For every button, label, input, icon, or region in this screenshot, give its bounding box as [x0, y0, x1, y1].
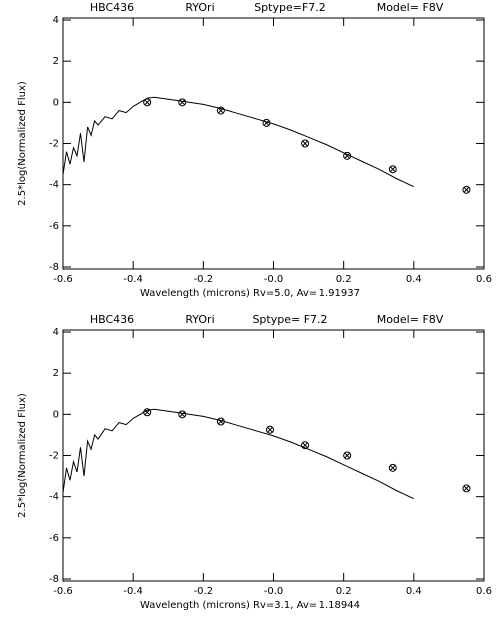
- plot-frame: [62, 329, 485, 582]
- title-part: RYOri: [185, 313, 214, 326]
- marker-cross: [218, 107, 224, 114]
- photometry-point: [388, 463, 397, 472]
- photometry-point: [262, 118, 271, 127]
- title-part: RYOri: [185, 1, 214, 14]
- marker-cross: [302, 442, 308, 448]
- x-tick-label: 0.4: [406, 586, 422, 597]
- marker-circle: [388, 165, 397, 174]
- marker-circle: [301, 441, 310, 450]
- y-tick-label: -4: [49, 180, 59, 191]
- x-axis-label-value: 1.18944: [319, 600, 360, 611]
- marker-cross: [144, 99, 150, 106]
- plot-frame: [62, 17, 485, 270]
- title-part: Sptype=F7.2: [254, 1, 326, 14]
- marker-circle: [301, 139, 310, 148]
- title-part: Model= F8V: [377, 313, 444, 326]
- y-tick-label: 0: [53, 97, 59, 108]
- x-tick-label: 0.6: [476, 274, 492, 285]
- marker-cross: [179, 99, 186, 106]
- marker-circle: [143, 98, 152, 107]
- y-tick-label: 4: [53, 15, 59, 26]
- photometry-point: [462, 185, 471, 194]
- spectrum-line: [62, 408, 415, 500]
- marker-circle: [388, 463, 397, 472]
- photometry-point: [343, 451, 352, 460]
- title-part: Sptype= F7.2: [252, 313, 327, 326]
- y-tick-label: 2: [53, 368, 59, 379]
- photometry-point: [178, 98, 187, 107]
- photometry-point: [301, 139, 310, 148]
- marker-cross: [263, 120, 270, 126]
- photometry-point: [462, 484, 471, 493]
- marker-cross: [144, 409, 150, 416]
- photometry-point: [343, 151, 352, 160]
- marker-circle: [343, 451, 352, 460]
- x-axis-label-value: 1.91937: [319, 288, 360, 299]
- marker-circle: [178, 98, 187, 107]
- x-tick-label: -0.2: [194, 586, 214, 597]
- y-tick-label: -8: [49, 574, 59, 585]
- marker-circle: [265, 425, 274, 434]
- marker-circle: [462, 185, 471, 194]
- x-tick-label: -0.6: [53, 274, 73, 285]
- marker-cross: [390, 465, 396, 471]
- marker-cross: [390, 166, 396, 172]
- title-part: HBC436: [90, 1, 134, 14]
- x-tick-label: -0.0: [264, 274, 284, 285]
- y-tick-label: -2: [49, 139, 59, 150]
- y-tick-label: -2: [49, 451, 59, 462]
- x-tick-label: 0.2: [336, 274, 352, 285]
- x-axis-label: Wavelength (microns) Rv=5.0, Av=: [140, 288, 317, 299]
- marker-circle: [178, 410, 187, 419]
- x-tick-label: -0.6: [53, 586, 73, 597]
- marker-circle: [343, 151, 352, 160]
- photometry-point: [143, 98, 152, 107]
- marker-cross: [344, 452, 350, 459]
- y-tick-label: -6: [49, 533, 59, 544]
- spectrum-line: [62, 96, 415, 188]
- marker-circle: [216, 106, 225, 115]
- x-tick-label: 0.4: [406, 274, 422, 285]
- marker-cross: [267, 427, 273, 433]
- y-axis-label: 2.5*log(Normalized Flux): [17, 393, 28, 518]
- y-tick-label: -4: [49, 492, 59, 503]
- photometry-point: [216, 106, 225, 115]
- x-tick-label: 0.6: [476, 586, 492, 597]
- y-axis-label: 2.5*log(Normalized Flux): [17, 81, 28, 206]
- x-tick-label: -0.0: [264, 586, 284, 597]
- marker-cross: [302, 140, 308, 147]
- y-tick-label: 4: [53, 327, 59, 338]
- x-tick-label: 0.2: [336, 586, 352, 597]
- title-part: Model= F8V: [377, 1, 444, 14]
- marker-cross: [463, 187, 470, 193]
- marker-circle: [462, 484, 471, 493]
- marker-circle: [143, 408, 152, 417]
- marker-cross: [179, 411, 186, 418]
- photometry-point: [178, 410, 187, 419]
- x-axis-label: Wavelength (microns) Rv=3.1, Av=: [140, 600, 317, 611]
- y-tick-label: 2: [53, 56, 59, 67]
- x-tick-label: -0.4: [123, 274, 143, 285]
- marker-cross: [218, 418, 224, 425]
- y-tick-label: 0: [53, 409, 59, 420]
- marker-cross: [463, 485, 470, 492]
- marker-circle: [262, 118, 271, 127]
- x-tick-label: -0.2: [194, 274, 214, 285]
- photometry-point: [216, 417, 225, 426]
- y-tick-label: -6: [49, 221, 59, 232]
- y-tick-label: -8: [49, 262, 59, 273]
- x-tick-label: -0.4: [123, 586, 143, 597]
- marker-cross: [344, 153, 350, 159]
- photometry-point: [388, 165, 397, 174]
- title-part: HBC436: [90, 313, 134, 326]
- marker-circle: [216, 417, 225, 426]
- photometry-point: [265, 425, 274, 434]
- photometry-point: [143, 408, 152, 417]
- photometry-point: [301, 441, 310, 450]
